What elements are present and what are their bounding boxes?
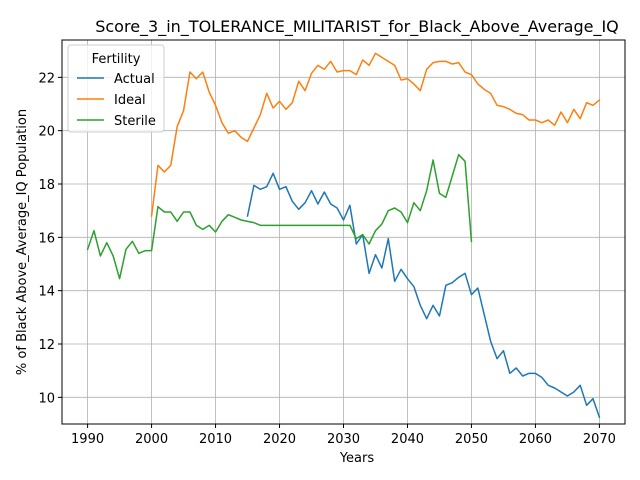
y-tick-label: 18 <box>38 178 55 193</box>
legend-label-sterile: Sterile <box>114 114 156 129</box>
legend-label-ideal: Ideal <box>114 93 146 108</box>
legend-box <box>67 44 165 133</box>
series-line-actual <box>246 172 601 419</box>
x-axis-label: Years <box>339 451 375 466</box>
y-tick-label: 22 <box>38 71 55 86</box>
legend-label-actual: Actual <box>114 72 155 87</box>
x-tick-label: 2030 <box>327 432 360 447</box>
x-tick-label: 2060 <box>519 432 552 447</box>
y-tick-label: 20 <box>38 125 55 140</box>
y-tick-label: 10 <box>38 391 55 406</box>
y-tick-label: 12 <box>38 338 55 353</box>
chart-title: Score_3_in_TOLERANCE_MILITARIST_for_Blac… <box>95 17 619 37</box>
x-tick-label: 2000 <box>135 432 168 447</box>
x-tick-label: 1990 <box>71 432 104 447</box>
series-line-sterile <box>86 153 473 280</box>
legend: Fertility Actual Ideal Sterile <box>67 44 165 133</box>
y-axis-label: % of Black Above_Average_IQ Population <box>15 109 30 375</box>
y-tick-label: 16 <box>38 231 55 246</box>
x-tick-label: 2020 <box>263 432 296 447</box>
x-tick-label: 2050 <box>455 432 488 447</box>
series-line-ideal <box>150 52 601 217</box>
y-tick-label: 14 <box>38 285 55 300</box>
axis-ticks: 1990 2000 2010 2020 2030 2040 2050 2060 2070 10 12… <box>38 71 616 447</box>
x-tick-label: 2070 <box>583 432 616 447</box>
legend-entries: Actual Ideal Sterile <box>77 72 156 129</box>
series-lines <box>86 52 601 419</box>
x-tick-label: 2010 <box>199 432 232 447</box>
x-tick-label: 2040 <box>391 432 424 447</box>
legend-title: Fertility <box>92 52 141 67</box>
